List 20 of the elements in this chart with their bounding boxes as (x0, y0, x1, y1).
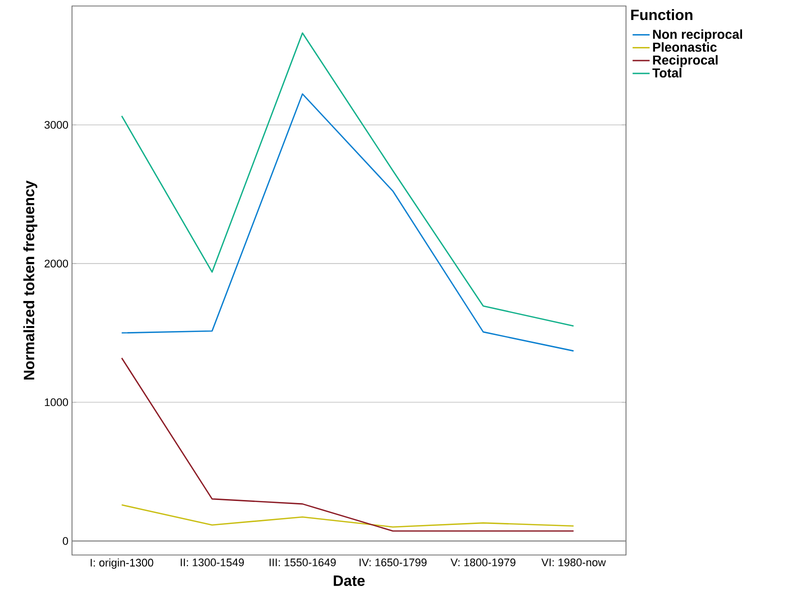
legend-label: Non reciprocal (653, 29, 742, 42)
x-axis-title: Date (334, 576, 365, 586)
x-tick-label: II: 1300-1549 (180, 558, 244, 566)
legend-title: Function (631, 9, 692, 20)
x-tick-label: IV: 1650-1799 (360, 558, 427, 566)
line-series (121, 93, 574, 352)
x-tick-label: V: 1800-1979 (450, 558, 516, 566)
x-tick-label: VI: 1980-now (541, 558, 606, 566)
y-tick-label: 1000 (44, 398, 68, 406)
y-tick-label: 3000 (44, 120, 68, 129)
x-tick-label: III: 1550-1649 (270, 558, 336, 566)
legend-label: Pleonastic (653, 42, 717, 52)
y-tick-label: 0 (62, 537, 68, 545)
line-series (121, 32, 574, 327)
x-tick-label: I: origin-1300 (90, 558, 154, 569)
line-series (121, 504, 574, 528)
y-tick-label: 2000 (44, 260, 68, 268)
y-axis-title: Normalized token frequency (23, 180, 38, 380)
legend-label: Total (652, 68, 682, 78)
legend-label: Reciprocal (653, 55, 718, 68)
